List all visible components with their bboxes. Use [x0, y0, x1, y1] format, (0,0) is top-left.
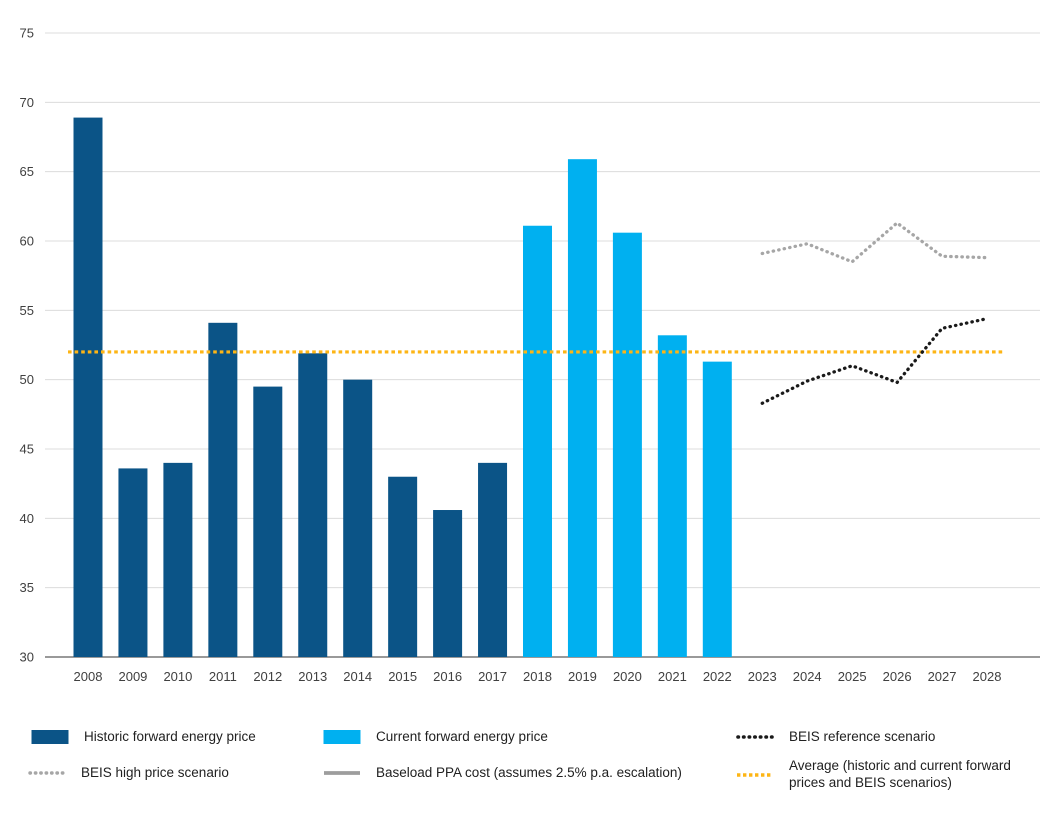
y-tick-label: 65	[20, 164, 34, 179]
bar-2014	[343, 379, 373, 657]
y-tick-label: 40	[20, 511, 34, 526]
legend-item-average: Average (historic and current forward pr…	[735, 758, 1041, 791]
x-tick-label: 2027	[928, 669, 957, 684]
bar-2008	[73, 117, 103, 657]
bar-2011	[208, 322, 238, 657]
x-tick-label: 2014	[343, 669, 372, 684]
bar-2015	[388, 476, 418, 657]
bar-2010	[163, 462, 193, 657]
bar-2013	[298, 353, 328, 657]
y-tick-label: 45	[20, 442, 34, 457]
x-tick-label: 2010	[163, 669, 192, 684]
legend-label-baseload-ppa-cost: Baseload PPA cost (assumes 2.5% p.a. esc…	[376, 765, 682, 780]
x-tick-label: 2012	[253, 669, 282, 684]
legend-label-current-forward-price: Current forward energy price	[376, 729, 548, 744]
x-tick-label: 2017	[478, 669, 507, 684]
bar-2020	[612, 232, 642, 657]
bar-2021	[657, 335, 687, 657]
bar-2019	[567, 159, 597, 658]
energy-price-chart: 30 35 40 45 50 55 60 65 70 75 2008 2009 2010 2011 2012…	[20, 26, 1040, 684]
legend-swatch-beis-reference-dots	[736, 735, 774, 740]
beis-reference-line	[760, 317, 989, 405]
y-tick-label: 70	[20, 95, 34, 110]
x-tick-label: 2025	[838, 669, 867, 684]
legend-item-current-forward-price: Current forward energy price	[322, 729, 548, 746]
y-tick-label: 75	[20, 26, 34, 41]
beis-high-price-line	[760, 221, 989, 264]
x-tick-label: 2016	[433, 669, 462, 684]
x-tick-label: 2028	[973, 669, 1002, 684]
legend-label-average: Average (historic and current forward pr…	[789, 758, 1011, 790]
y-tick-label: 35	[20, 580, 34, 595]
x-tick-label: 2009	[118, 669, 147, 684]
y-tick-label: 60	[20, 234, 34, 249]
x-tick-label: 2013	[298, 669, 327, 684]
legend-item-beis-high-price: BEIS high price scenario	[27, 765, 229, 782]
bar-2018	[523, 225, 552, 657]
legend-label-historic-forward-price: Historic forward energy price	[84, 729, 256, 744]
legend-swatch-baseload-line	[324, 771, 360, 776]
bar-2016	[433, 510, 463, 657]
legend-item-historic-forward-price: Historic forward energy price	[30, 729, 256, 746]
y-tick-label: 50	[20, 372, 34, 387]
x-tick-label: 2020	[613, 669, 642, 684]
x-tick-label: 2024	[793, 669, 822, 684]
legend-swatch-current-bar	[323, 730, 361, 745]
x-tick-label: 2026	[883, 669, 912, 684]
legend-item-baseload-ppa-cost: Baseload PPA cost (assumes 2.5% p.a. esc…	[322, 765, 682, 782]
x-tick-label: 2021	[658, 669, 687, 684]
legend-swatch-beis-high-dots	[28, 771, 66, 775]
y-tick-label: 30	[20, 650, 34, 665]
legend-label-beis-high-price: BEIS high price scenario	[81, 765, 229, 780]
x-tick-label: 2011	[209, 669, 237, 684]
x-tick-label: 2008	[74, 669, 103, 684]
x-tick-label: 2022	[703, 669, 732, 684]
x-tick-label: 2015	[388, 669, 417, 684]
legend-item-beis-reference: BEIS reference scenario	[735, 729, 935, 746]
bar-2009	[118, 468, 148, 657]
bar-2012	[253, 386, 283, 657]
legend-label-beis-reference: BEIS reference scenario	[789, 729, 936, 744]
x-tick-label: 2023	[748, 669, 777, 684]
legend-swatch-average-dots	[737, 772, 773, 777]
x-tick-label: 2019	[568, 669, 597, 684]
y-tick-label: 55	[20, 303, 34, 318]
x-tick-label: 2018	[523, 669, 552, 684]
bar-2022	[702, 361, 732, 657]
bar-2017	[478, 462, 508, 657]
legend-swatch-historic-bar	[31, 730, 69, 745]
